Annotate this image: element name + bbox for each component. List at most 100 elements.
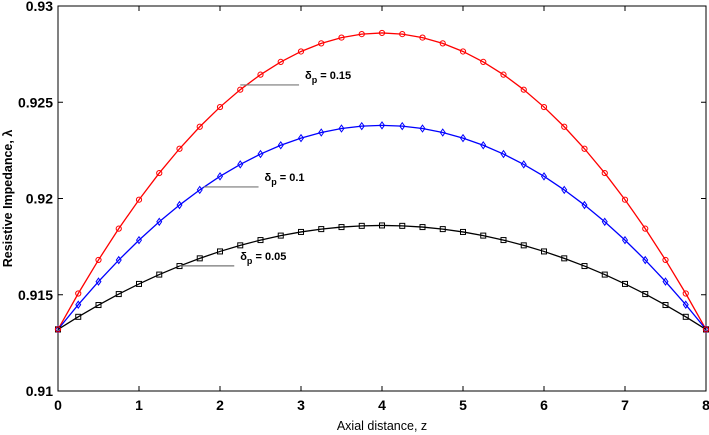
data-point xyxy=(196,123,203,130)
x-tick-label: 3 xyxy=(297,397,305,413)
data-point xyxy=(54,326,62,333)
data-point xyxy=(622,280,628,287)
data-point xyxy=(378,29,386,37)
data-point xyxy=(378,121,386,130)
data-point xyxy=(176,200,183,210)
data-point xyxy=(95,302,102,309)
y-tick-label: 0.91 xyxy=(26,383,53,399)
data-point xyxy=(338,124,345,133)
data-point xyxy=(358,222,365,229)
data-point xyxy=(379,222,385,229)
data-point xyxy=(358,31,365,38)
data-point xyxy=(419,34,426,41)
data-point xyxy=(642,255,649,265)
series-0 xyxy=(54,29,709,333)
data-point xyxy=(459,133,467,143)
data-point xyxy=(115,255,122,265)
data-point xyxy=(581,145,588,152)
data-point xyxy=(682,290,689,297)
data-point xyxy=(621,196,629,203)
data-point xyxy=(156,169,163,177)
data-point xyxy=(115,291,122,298)
data-point xyxy=(662,302,669,309)
data-point xyxy=(136,280,142,287)
data-point xyxy=(460,228,466,235)
data-point xyxy=(419,224,426,231)
data-point xyxy=(196,255,203,262)
data-point xyxy=(115,225,122,232)
data-point xyxy=(520,160,527,169)
data-point xyxy=(500,149,507,159)
data-point xyxy=(358,121,365,131)
data-point xyxy=(297,48,305,55)
data-point xyxy=(75,313,82,320)
data-point xyxy=(135,196,143,203)
x-tick-label: 8 xyxy=(702,397,709,413)
x-axis-label: Axial distance, z xyxy=(337,419,427,433)
annotation-label: δp = 0.15 xyxy=(305,70,351,85)
data-point xyxy=(662,256,669,264)
data-point xyxy=(682,300,689,309)
data-point xyxy=(601,217,608,227)
data-point xyxy=(439,40,446,47)
x-tick-label: 0 xyxy=(54,397,62,413)
data-point xyxy=(237,160,244,169)
data-point xyxy=(257,149,264,159)
data-point xyxy=(500,237,507,244)
x-tick-label: 1 xyxy=(135,397,143,413)
data-point xyxy=(257,237,264,244)
data-point xyxy=(318,128,325,137)
y-tick-label: 0.93 xyxy=(26,0,53,14)
data-point xyxy=(135,235,143,245)
axes: 0 1 2 3 4 5 6 7 8 0.91 0.915 0.92 0.925 0.93 xyxy=(18,0,709,413)
y-tick-label: 0.92 xyxy=(26,191,53,207)
data-point xyxy=(237,242,244,249)
data-point xyxy=(95,277,102,286)
data-point xyxy=(540,172,548,181)
data-point xyxy=(540,103,548,111)
data-point xyxy=(217,248,223,255)
data-point xyxy=(297,133,305,143)
data-point xyxy=(500,71,507,78)
data-point xyxy=(601,169,608,177)
data-point xyxy=(257,71,264,78)
data-point xyxy=(277,58,284,66)
data-point xyxy=(621,235,629,245)
data-point xyxy=(277,232,284,239)
data-point xyxy=(480,141,487,150)
data-point xyxy=(216,172,224,181)
data-point xyxy=(156,271,163,278)
annotation-1: δp = 0.1 xyxy=(203,172,305,188)
y-tick-label: 0.915 xyxy=(18,287,53,303)
data-point xyxy=(75,290,82,297)
data-point xyxy=(520,242,527,249)
y-axis-label: Resistive Impedance, λ xyxy=(1,130,15,268)
data-point xyxy=(581,200,588,210)
data-point xyxy=(682,313,689,320)
x-tick-label: 4 xyxy=(378,397,386,413)
x-tick-label: 5 xyxy=(459,397,467,413)
data-point xyxy=(581,263,588,270)
data-point xyxy=(399,31,406,38)
data-point xyxy=(662,277,669,286)
plot-area xyxy=(57,5,707,392)
annotation-2: δp = 0.05 xyxy=(179,251,286,267)
x-tick-label: 2 xyxy=(216,397,224,413)
series-line xyxy=(57,124,707,330)
data-point xyxy=(338,224,345,231)
data-point xyxy=(459,48,467,55)
annotation-label: δp = 0.1 xyxy=(265,172,305,187)
data-point xyxy=(338,34,345,41)
data-point xyxy=(642,225,649,232)
data-point xyxy=(520,86,527,93)
plot-frame xyxy=(57,5,707,392)
data-point xyxy=(277,141,284,150)
data-point xyxy=(561,123,568,130)
data-point xyxy=(419,124,426,133)
data-point xyxy=(642,291,649,298)
data-point xyxy=(439,226,446,233)
data-point xyxy=(95,256,102,264)
data-point xyxy=(541,248,547,255)
data-point xyxy=(196,185,203,195)
data-point xyxy=(176,145,183,152)
